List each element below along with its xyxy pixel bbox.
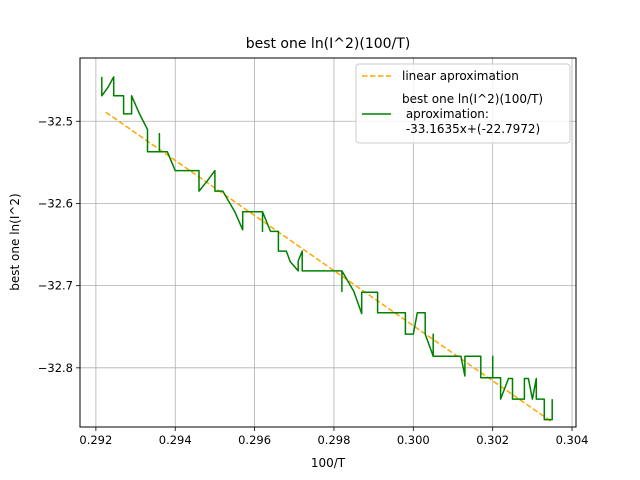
series-best-one-line	[101, 76, 553, 421]
legend-label: best one ln(I^2)(100/T) aproximation: -3…	[402, 92, 543, 136]
x-tick-label: 0.292	[79, 433, 112, 447]
x-tick-label: 0.294	[159, 433, 192, 447]
legend-label: linear aproximation	[402, 69, 519, 83]
y-axis: −32.5 −32.6 −32.7 −32.8	[38, 114, 80, 375]
series-layer	[101, 76, 553, 423]
y-tick-label: −32.7	[38, 279, 73, 293]
y-tick-label: −32.5	[38, 114, 73, 128]
x-tick-label: 0.298	[317, 433, 350, 447]
series-linear-aproximation-line	[105, 111, 553, 423]
legend: linear aproximation best one ln(I^2)(100/…	[355, 63, 571, 144]
x-tick-label: 0.300	[397, 433, 430, 447]
plot-frame	[79, 57, 577, 428]
x-axis: 0.292 0.294 0.296 0.298 0.300 0.302 0.304	[79, 427, 589, 447]
y-axis-label: best one ln(I^2)	[8, 193, 22, 290]
x-axis-label: 100/T	[311, 456, 346, 470]
y-tick-label: −32.6	[38, 196, 73, 210]
x-tick-label: 0.304	[556, 433, 589, 447]
chart-title: best one ln(I^2)(100/T)	[246, 36, 411, 52]
x-tick-label: 0.296	[238, 433, 271, 447]
y-tick-label: −32.8	[38, 361, 73, 375]
legend-box	[355, 63, 571, 144]
x-tick-label: 0.302	[476, 433, 509, 447]
